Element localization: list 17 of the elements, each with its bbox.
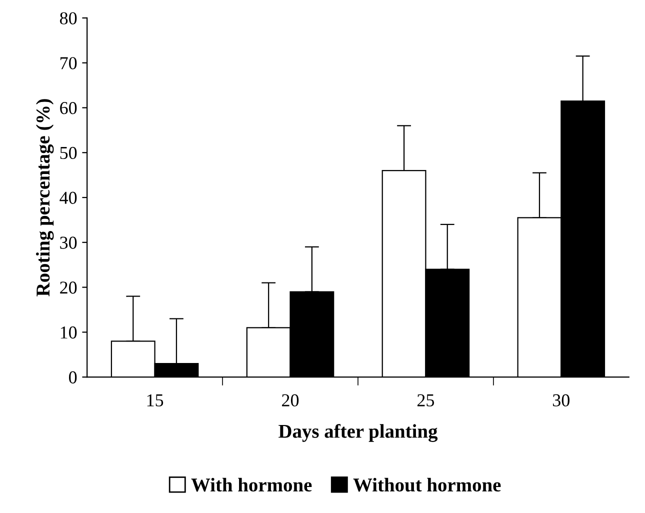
y-tick-label: 70 xyxy=(60,57,77,70)
x-tick-label: 20 xyxy=(282,394,299,406)
x-tick-label: 25 xyxy=(417,394,434,406)
y-tick-label: 0 xyxy=(69,371,77,384)
y-axis-title: Rooting percentage (%) xyxy=(36,99,54,296)
legend-label: With hormone xyxy=(191,478,312,492)
y-tick-label: 80 xyxy=(60,12,77,24)
y-tick-label: 60 xyxy=(60,102,77,114)
x-tick-label: 15 xyxy=(147,394,164,406)
y-tick-label: 20 xyxy=(60,282,77,294)
y-tick-label: 40 xyxy=(60,192,77,204)
y-tick-label: 50 xyxy=(60,146,77,160)
y-tick-label: 10 xyxy=(60,326,77,339)
y-tick-label: 30 xyxy=(60,236,77,249)
x-axis-title: Days after planting xyxy=(278,424,438,442)
x-tick-label: 30 xyxy=(552,394,570,406)
legend-label: Without hormone xyxy=(353,478,501,492)
